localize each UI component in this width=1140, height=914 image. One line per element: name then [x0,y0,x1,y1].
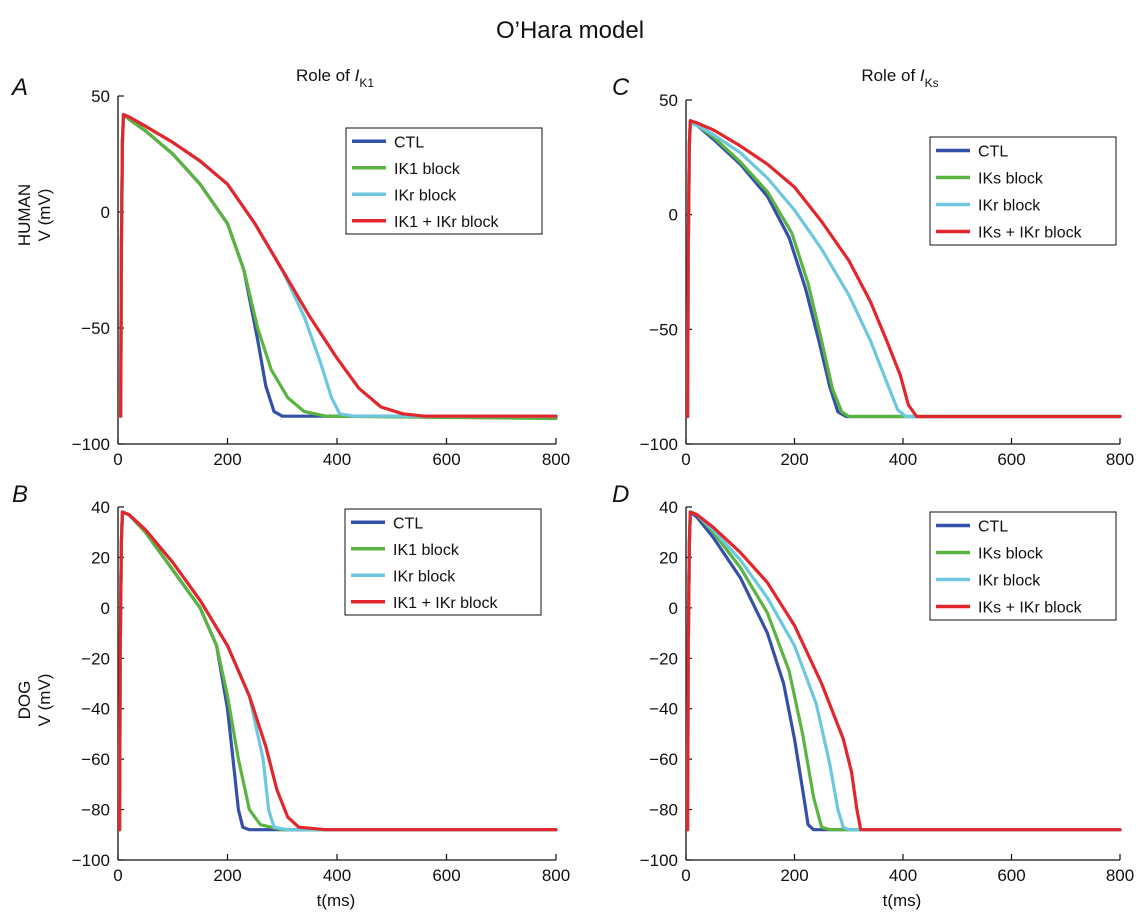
panel-d-y-tick-label: −60 [649,750,678,769]
row-label-bottom-line2: V (mV) [35,674,54,727]
x-axis-label-right: t(ms) [883,891,922,910]
panel-b-x-tick-label: 800 [542,866,570,885]
panel-b-y-tick-label: 20 [91,548,110,567]
row-label-top-line2: V (mV) [35,189,54,242]
row-label-top: HUMANV (mV) [15,184,54,246]
panel-a-legend: CTL IK1 block IKr block IK1 + IKr block [345,127,543,235]
panel-a-legend-box [345,127,543,235]
panel-d-y-tick-label: 20 [659,548,678,567]
panel-c-legend-label: CTL [978,144,1008,161]
panel-b-y-tick-label: 40 [91,498,110,517]
panel-c-legend-label: IKs block [978,171,1044,188]
panel-d-legend-box [929,511,1117,621]
column-title-left-main: Role of [296,66,355,85]
panel-a-y-tick-label: −50 [81,319,110,338]
panel-b-series-line-4 [118,510,558,832]
panel-d-letter: D [612,481,629,508]
column-title-left: Role of IK1 [296,66,374,90]
column-title-right-sub: Ks [925,76,939,90]
panel-c-legend-label: IKr block [978,198,1041,215]
panel-b-x-tick-label: 400 [323,866,351,885]
panel-c-x-tick-label: 200 [780,450,808,469]
panel-a-x-tick-label: 200 [213,450,241,469]
panel-d-y-tick-label: −80 [649,801,678,820]
panel-b-y-tick-label: −60 [81,750,110,769]
panel-c-x-tick-label: 600 [997,450,1025,469]
panel-b-letter: B [12,481,28,508]
panel-c-x-tick-label: 400 [889,450,917,469]
panel-c-legend-box [929,136,1117,246]
panel-c-y-tick-label: −50 [649,320,678,339]
column-title-right-italic: I [920,66,925,85]
panel-d-legend-label: IKr block [978,573,1041,590]
figure-title: O’Hara model [496,17,644,44]
panel-d-x-tick-label: 400 [889,866,917,885]
panel-a-x-tick-label: 600 [432,450,460,469]
column-title-left-sub: K1 [359,76,374,90]
row-label-bottom-line1: DOG [15,681,34,720]
panel-d-legend: CTL IKs block IKr block IKs + IKr block [929,511,1117,621]
panel-b-legend: CTL IK1 block IKr block IK1 + IKr block [344,508,542,616]
panel-c-legend: CTL IKs block IKr block IKs + IKr block [929,136,1117,246]
panel-a-legend-label: IK1 block [394,161,461,178]
panel-b: B 0 200 400 600 800 −100 −80 −60 −40 −20 0 20 40 CTL IK… [12,481,570,885]
column-title-right: Role of IKs [861,66,938,90]
row-label-top-line1: HUMAN [15,184,34,246]
panel-c-x-tick-label: 0 [681,450,690,469]
panel-a-y-tick-label: 50 [91,87,110,106]
panel-a-y-tick-label: 0 [101,203,110,222]
panel-a-legend-label: CTL [394,134,424,151]
panel-d-x-tick-label: 0 [681,866,690,885]
panel-c-y-tick-label: −100 [640,435,678,454]
panel-b-x-tick-label: 0 [113,866,122,885]
panel-a-y-tick-label: −100 [72,435,110,454]
panel-b-x-tick-label: 600 [432,866,460,885]
panel-a: A 0 200 400 600 800 −100 −50 0 50 CTL IK1 block IKr … [10,74,570,469]
panel-c-legend-label: IKs + IKr block [978,225,1083,242]
panel-d-x-tick-label: 600 [997,866,1025,885]
panel-c-series-line-4 [686,119,1122,419]
panel-b-x-tick-label: 200 [213,866,241,885]
panel-b-y-tick-label: −20 [81,649,110,668]
panel-a-x-tick-label: 800 [542,450,570,469]
column-title-right-main: Role of [861,66,920,85]
panel-b-legend-label: IK1 + IKr block [393,595,498,612]
panel-b-legend-label: IK1 block [393,542,460,559]
panel-d-y-tick-label: 40 [659,498,678,517]
panel-d-series-line-4 [686,510,1122,832]
panel-b-y-tick-label: −80 [81,801,110,820]
x-axis-label-left: t(ms) [317,891,356,910]
panel-b-y-tick-label: 0 [101,599,110,618]
panel-a-x-tick-label: 400 [323,450,351,469]
panel-b-legend-box [344,508,542,616]
panel-c: C 0 200 400 600 800 −100 −50 0 50 CTL IKs block IKr … [612,74,1134,469]
panel-c-y-tick-label: 50 [659,91,678,110]
panel-b-legend-label: CTL [393,515,423,532]
panel-d-legend-label: IKs block [978,546,1044,563]
panel-b-y-tick-label: −100 [72,851,110,870]
panel-a-legend-label: IKr block [394,187,457,204]
panel-a-legend-label: IK1 + IKr block [394,214,499,231]
panel-b-legend-label: IKr block [393,568,456,585]
panel-a-series-line-4 [119,113,558,418]
panel-d-x-tick-label: 200 [780,866,808,885]
panel-d-y-tick-label: −100 [640,851,678,870]
panel-a-letter: A [10,74,28,101]
row-label-bottom: DOGV (mV) [15,674,54,727]
panel-d-legend-label: IKs + IKr block [978,600,1083,617]
panel-c-x-tick-label: 800 [1106,450,1134,469]
panel-c-letter: C [612,74,630,101]
panel-c-y-tick-label: 0 [669,206,678,225]
panel-d-x-tick-label: 800 [1106,866,1134,885]
panel-b-y-tick-label: −40 [81,700,110,719]
panel-d: D 0 200 400 600 800 −100 −80 −60 −40 −20 0 20 40 CTL IK… [612,481,1134,885]
panel-d-y-tick-label: 0 [669,599,678,618]
panel-d-y-tick-label: −20 [649,649,678,668]
panel-d-legend-label: CTL [978,519,1008,536]
panel-d-y-tick-label: −40 [649,700,678,719]
panel-a-x-tick-label: 0 [113,450,122,469]
column-title-left-italic: I [355,66,360,85]
